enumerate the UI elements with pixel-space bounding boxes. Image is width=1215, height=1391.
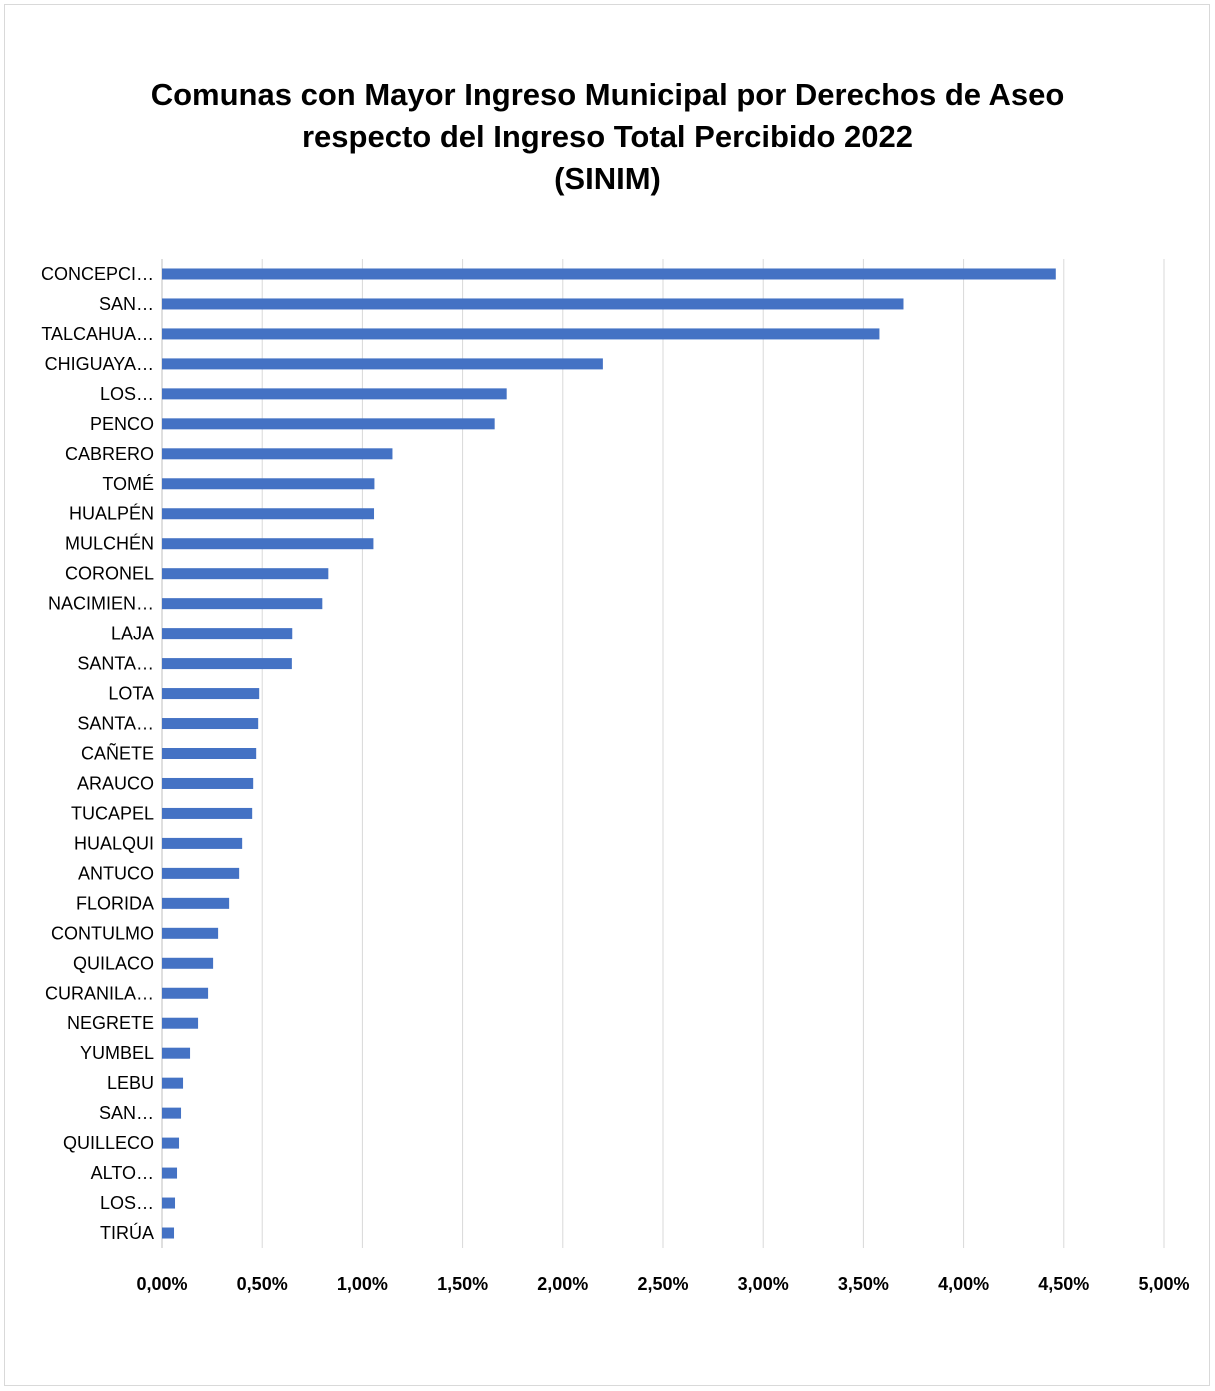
category-label: ARAUCO (77, 773, 154, 793)
category-label: ALTO… (91, 1163, 154, 1183)
category-label: CURANILA… (45, 983, 154, 1003)
bar (162, 897, 230, 909)
bar (162, 478, 375, 490)
bar (162, 957, 214, 969)
category-label: HUALPÉN (69, 504, 154, 524)
category-label: SAN… (99, 294, 154, 314)
bar (162, 1167, 178, 1179)
category-label: TALCAHUA… (41, 324, 154, 344)
x-tick-label: 3,50% (838, 1274, 889, 1294)
bar (162, 987, 209, 999)
x-tick-labels: 0,00% 0,50% 1,00% 1,50% 2,00% 2,50% 3,00% 3,50%… (136, 1274, 1189, 1294)
chart-title-line-3: (SINIM) (554, 161, 661, 196)
category-label: TIRÚA (100, 1222, 154, 1243)
category-label: ANTUCO (78, 863, 154, 883)
bar (162, 388, 507, 400)
bar (162, 418, 495, 430)
bar (162, 748, 257, 759)
category-label: SANTA… (77, 654, 154, 674)
bar (162, 568, 329, 580)
bars (162, 268, 1056, 1239)
category-label: CAÑETE (81, 743, 154, 764)
x-tick-label: 0,00% (136, 1274, 187, 1294)
bar (162, 358, 603, 370)
gridlines (161, 259, 1165, 1248)
chart-title-line-1: Comunas con Mayor Ingreso Municipal por … (150, 77, 1065, 112)
chart-title: Comunas con Mayor Ingreso Municipal por … (0, 74, 1215, 200)
category-label: MULCHÉN (65, 534, 154, 554)
bar (162, 658, 292, 670)
x-tick-label: 2,50% (637, 1274, 688, 1294)
bar (162, 508, 375, 520)
bar (162, 628, 293, 640)
category-label: TUCAPEL (71, 803, 154, 823)
x-tick-label: 1,00% (337, 1274, 388, 1294)
category-label: LOS… (100, 384, 154, 404)
chart-title-line-2: respecto del Ingreso Total Percibido 202… (301, 119, 913, 154)
category-label: LOTA (108, 684, 154, 704)
category-label: NEGRETE (67, 1013, 154, 1033)
x-tick-label: 1,50% (437, 1274, 488, 1294)
bar (162, 688, 260, 700)
x-tick-label: 5,00% (1138, 1274, 1189, 1294)
category-label: CABRERO (65, 444, 154, 464)
bar (162, 268, 1056, 280)
x-tick-label: 0,50% (237, 1274, 288, 1294)
category-label: FLORIDA (76, 893, 154, 913)
category-label: CONCEPCI… (41, 264, 154, 284)
bar (162, 598, 323, 610)
x-tick-label: 4,50% (1038, 1274, 1089, 1294)
category-label: LEBU (107, 1073, 154, 1093)
bar (162, 1077, 184, 1089)
category-label: QUILACO (73, 953, 154, 973)
bar (162, 1197, 176, 1209)
bar (162, 1227, 175, 1239)
category-label: QUILLECO (63, 1133, 154, 1153)
category-label: HUALQUI (74, 833, 154, 853)
bar (162, 927, 219, 939)
category-label: CONTULMO (51, 923, 154, 943)
bar (162, 448, 393, 460)
category-labels: CONCEPCI… SAN… TALCAHUA… CHIGUAYA… LOS… PENCO… (41, 264, 154, 1243)
x-tick-label: 2,00% (537, 1274, 588, 1294)
bar (162, 807, 253, 819)
category-label: CORONEL (65, 564, 154, 584)
category-label: SANTA… (77, 714, 154, 734)
bar (162, 538, 374, 550)
bar (162, 298, 904, 310)
bar (162, 718, 259, 730)
bar (162, 867, 240, 879)
bar (162, 328, 880, 340)
bar (162, 1017, 199, 1029)
category-label: TOMÉ (102, 474, 154, 494)
category-label: PENCO (90, 414, 154, 434)
category-label: SAN… (99, 1103, 154, 1123)
bar (162, 1137, 180, 1149)
bar (162, 837, 243, 849)
category-label: LAJA (111, 624, 154, 644)
category-label: NACIMIEN… (48, 594, 154, 614)
x-tick-label: 3,00% (738, 1274, 789, 1294)
category-label: LOS… (100, 1193, 154, 1213)
category-label: CHIGUAYA… (45, 354, 154, 374)
category-label: YUMBEL (80, 1043, 154, 1063)
x-tick-label: 4,00% (938, 1274, 989, 1294)
bar (162, 1107, 182, 1119)
bar (162, 777, 254, 789)
bar (162, 1047, 191, 1059)
